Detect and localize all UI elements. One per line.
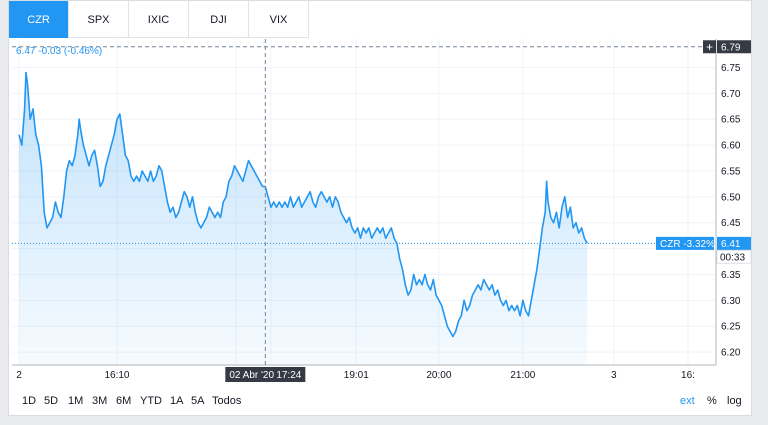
last-price-axis-label: 6.41 [721,239,741,250]
price-chart[interactable]: 6.756.706.656.606.556.506.456.406.356.30… [9,39,751,386]
x-tick-label: 21:00 [510,370,535,381]
timeframe-todos[interactable]: Todos [212,395,242,407]
countdown-bg [716,249,751,264]
timeframe-5d[interactable]: 5D [44,395,59,407]
y-tick-label: 6.35 [721,270,741,281]
crosshair-time-label: 17:24 [276,370,301,381]
timeframe-bar: 1D 5D 1M 3M 6M YTD 1A 5A Todos ext % log [9,386,751,416]
y-tick-label: 6.65 [721,115,741,126]
timeframe-1d[interactable]: 1D [22,395,37,407]
x-tick-label: 16:10 [104,370,129,381]
tab-dji[interactable]: DJI [189,1,249,38]
x-tick-label: 16: [681,370,695,381]
chart-widget: CZR SPX IXIC DJI VIX 6.75 6.70 6.65 6.60 6.5… [8,0,752,416]
series-area-czr [19,72,588,365]
y-tick-label: 6.20 [721,348,741,359]
y-tick-label: 6.55 [721,166,741,177]
countdown-label: 00:33 [720,252,745,263]
y-tick-label: 6.70 [721,89,741,100]
legend-value: 6.47 -0.03 (-0.46%) [16,46,102,57]
y-tick-label: 6.50 [721,192,741,203]
y-tick-label: 6.45 [721,218,741,229]
x-tick-label: 2 [16,370,22,381]
symbol-tabs: CZR SPX IXIC DJI VIX [9,1,309,38]
y-tick-label: 6.60 [721,141,741,152]
tab-czr[interactable]: CZR [9,1,69,38]
y-tick-label: 6.75 [721,63,741,74]
crosshair-price-bg [717,40,751,54]
x-tick-label: 19:01 [344,370,369,381]
last-price-tag-bg [656,236,714,250]
crosshair-price-label: 6.79 [721,42,741,53]
tab-ixic[interactable]: IXIC [129,1,189,38]
timeframe-1a[interactable]: 1A [170,395,184,407]
y-tick-label: 6.25 [721,322,741,333]
x-tick-label: 20:00 [426,370,451,381]
timeframe-ytd[interactable]: YTD [140,395,162,407]
timeframe-5a[interactable]: 5A [191,395,205,407]
x-tick-label: 3 [611,370,617,381]
percent-scale-toggle[interactable]: % [707,395,717,407]
timeframe-3m[interactable]: 3M [92,395,108,407]
crosshair-date-label: 02 Abr '20 [229,370,274,381]
series-line-czr[interactable] [18,71,588,338]
add-alert-button-bg[interactable] [703,40,716,54]
last-price-tag: CZR -3.32% [660,239,715,250]
crosshair-date-bg [225,367,306,382]
tab-spx[interactable]: SPX [69,1,129,38]
log-scale-toggle[interactable]: log [727,395,742,407]
plus-icon: + [706,40,713,54]
tab-vix[interactable]: VIX [249,1,309,38]
timeframe-1m[interactable]: 1M [68,395,84,407]
extended-hours-toggle[interactable]: ext [680,395,695,407]
y-tick-label: 6.30 [721,296,741,307]
last-price-axis-bg [717,236,751,250]
timeframe-6m[interactable]: 6M [116,395,132,407]
